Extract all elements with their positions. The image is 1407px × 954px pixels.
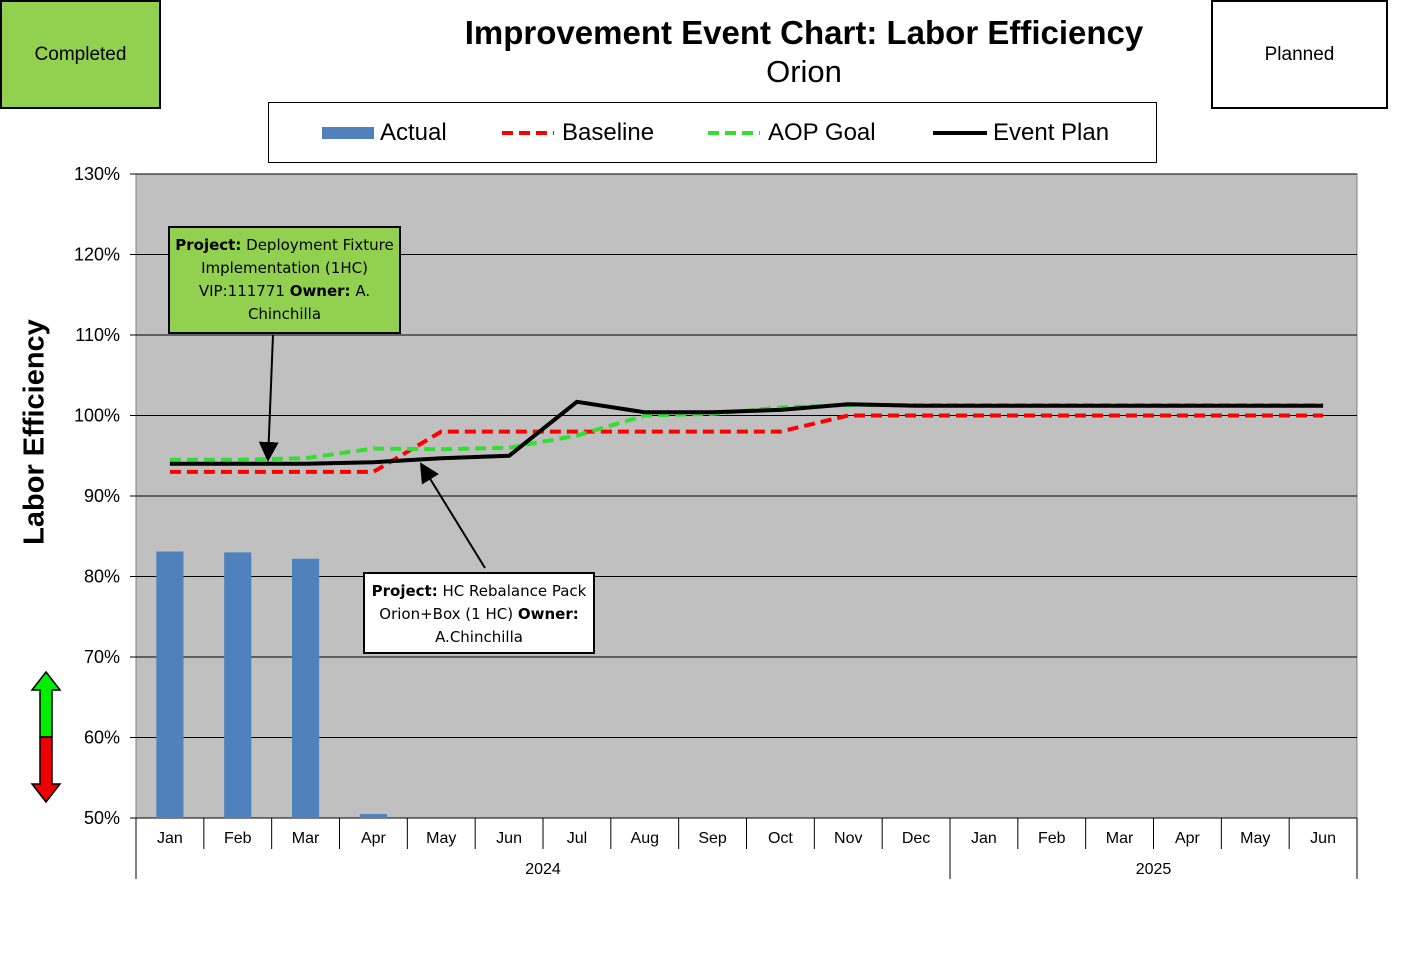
annotation-hc-rebalance: Project: HC Rebalance Pack Orion+Box (1 … <box>363 572 595 654</box>
x-tick-label: Oct <box>768 830 793 847</box>
x-tick-label: Jun <box>496 830 522 847</box>
annotation-2-text: HC Rebalance Pack Orion+Box (1 HC) <box>379 582 587 623</box>
chart-legend: Actual Baseline AOP Goal Event Plan <box>268 102 1157 163</box>
annotation-2-owner-label: Owner: <box>517 605 579 623</box>
legend-swatch-actual <box>322 126 374 139</box>
legend-item-baseline: Baseline <box>500 103 654 162</box>
y-tick-label: 90% <box>84 486 120 506</box>
legend-swatch-event-plan <box>933 130 987 135</box>
status-completed-box: Completed <box>0 0 161 109</box>
legend-label-event-plan: Event Plan <box>993 118 1110 146</box>
year-label: 2025 <box>1136 861 1172 878</box>
legend-item-event-plan: Event Plan <box>931 103 1109 162</box>
bar-actual <box>359 813 387 818</box>
x-tick-label: May <box>1240 830 1270 847</box>
status-planned-box: Planned <box>1211 0 1388 109</box>
status-planned-label: Planned <box>1264 43 1335 65</box>
x-tick-label: Mar <box>292 830 320 847</box>
y-tick-label: 50% <box>84 808 120 828</box>
year-label: 2024 <box>525 861 561 878</box>
decrease-arrow-icon <box>30 736 62 804</box>
annotation-2-arrow <box>419 462 486 569</box>
annotation-1-arrow <box>258 334 279 462</box>
x-tick-label: Nov <box>834 830 862 847</box>
x-tick-label: Jul <box>567 830 587 847</box>
annotation-1-owner: A. Chinchilla <box>247 282 371 323</box>
x-tick-label: Dec <box>902 830 930 847</box>
line-event-plan <box>169 399 1324 466</box>
legend-swatch-baseline <box>502 130 554 135</box>
chart-title: Improvement Event Chart: Labor Efficienc… <box>464 14 1144 51</box>
x-tick-label: Mar <box>1106 830 1134 847</box>
x-tick-label: Feb <box>224 830 252 847</box>
bar-actual <box>224 552 252 818</box>
x-tick-label: Feb <box>1038 830 1066 847</box>
bar-actual <box>292 558 320 818</box>
legend-label-actual: Actual <box>380 118 447 146</box>
x-tick-label: Apr <box>361 830 387 847</box>
chart-subtitle: Orion <box>766 54 842 89</box>
legend-label-baseline: Baseline <box>562 118 655 146</box>
y-tick-label: 60% <box>84 728 120 748</box>
x-tick-label: May <box>426 830 456 847</box>
y-tick-label: 70% <box>84 647 120 667</box>
line-baseline <box>169 413 1324 474</box>
annotation-1-owner-label: Owner: <box>289 282 351 300</box>
status-completed-label: Completed <box>34 43 127 65</box>
y-tick-label: 80% <box>84 567 120 587</box>
y-tick-label: 110% <box>75 325 120 345</box>
annotation-2-owner: A.Chinchilla <box>435 628 523 646</box>
bar-actual <box>156 551 184 818</box>
x-tick-label: Apr <box>1175 830 1201 847</box>
annotation-2-project-label: Project: <box>371 582 438 600</box>
annotation-1-text: Deployment Fixture Implementation (1HC) … <box>198 236 394 300</box>
y-tick-label: 100% <box>74 406 120 426</box>
x-tick-label: Jun <box>1310 830 1336 847</box>
annotation-1-project-label: Project: <box>175 236 242 254</box>
legend-item-actual: Actual <box>322 103 447 162</box>
legend-item-aop-goal: AOP Goal <box>706 103 876 162</box>
y-tick-label: 130% <box>74 164 120 184</box>
x-tick-label: Sep <box>698 830 727 847</box>
x-tick-label: Jan <box>157 830 183 847</box>
legend-swatch-aop-goal <box>708 130 760 135</box>
x-tick-label: Jan <box>971 830 997 847</box>
increase-arrow-icon <box>30 670 62 738</box>
annotation-deployment-fixture: Project: Deployment Fixture Implementati… <box>168 226 401 334</box>
x-tick-label: Aug <box>631 830 659 847</box>
legend-label-aop-goal: AOP Goal <box>768 118 876 146</box>
y-tick-label: 120% <box>74 245 120 265</box>
